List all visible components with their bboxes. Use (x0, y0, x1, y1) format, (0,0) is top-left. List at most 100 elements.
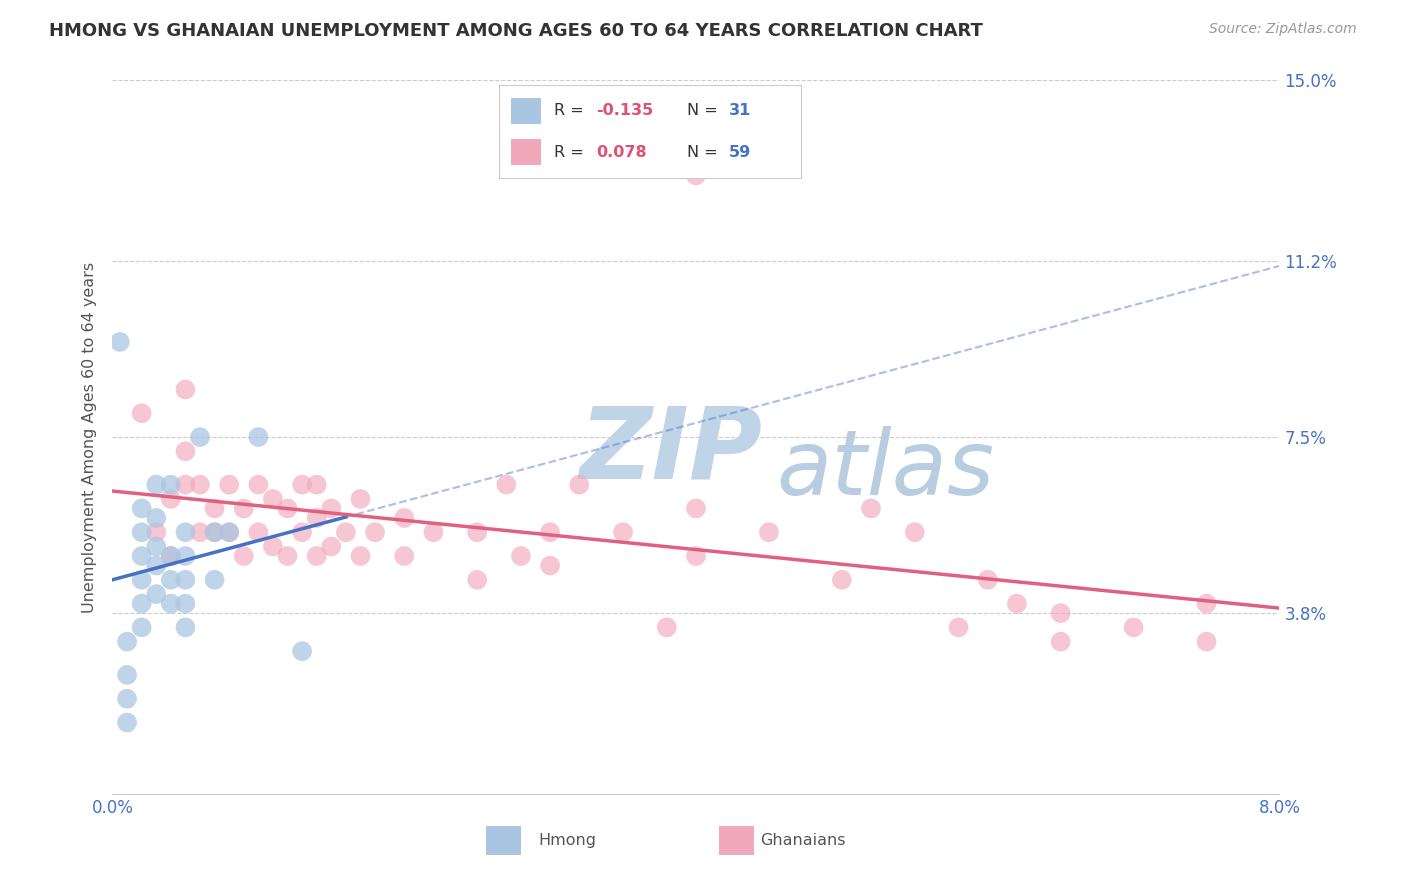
Point (174, 477, 197, 491)
Point (276, 501, 298, 516)
Point (262, 540, 284, 554)
Point (160, 549, 183, 563)
Point (305, 511, 328, 525)
Point (160, 573, 183, 587)
Text: 31: 31 (728, 103, 751, 119)
Point (465, 525, 488, 540)
Point (1122, 620, 1144, 634)
Point (131, 597, 153, 611)
Point (685, 549, 707, 563)
Point (188, 477, 211, 491)
Point (232, 501, 254, 516)
Point (174, 383, 197, 397)
Point (131, 501, 153, 516)
Point (247, 525, 270, 540)
Point (218, 525, 240, 540)
Point (145, 540, 167, 554)
Text: R =: R = (554, 103, 589, 119)
Point (204, 525, 226, 540)
Point (904, 525, 927, 540)
Point (174, 525, 197, 540)
Point (1195, 634, 1218, 648)
FancyBboxPatch shape (720, 826, 755, 855)
Point (291, 644, 314, 658)
Point (145, 511, 167, 525)
Point (538, 525, 561, 540)
Point (612, 525, 634, 540)
Point (160, 597, 183, 611)
Point (860, 501, 883, 516)
Point (465, 573, 488, 587)
Point (1049, 634, 1071, 648)
Point (948, 620, 970, 634)
Point (335, 525, 357, 540)
Point (131, 573, 153, 587)
Point (115, 715, 138, 730)
Point (568, 477, 591, 491)
Text: ZIP: ZIP (579, 403, 762, 500)
FancyBboxPatch shape (512, 139, 541, 165)
Point (538, 558, 561, 573)
Point (509, 549, 531, 563)
Text: 0.078: 0.078 (596, 145, 647, 160)
Point (276, 549, 298, 563)
Point (495, 477, 517, 491)
Point (262, 491, 284, 506)
Text: atlas: atlas (776, 426, 994, 515)
Point (685, 501, 707, 516)
Point (145, 525, 167, 540)
Point (218, 477, 240, 491)
FancyBboxPatch shape (512, 98, 541, 124)
Point (115, 634, 138, 648)
Point (174, 597, 197, 611)
Point (131, 406, 153, 420)
Point (831, 573, 853, 587)
Point (204, 525, 226, 540)
Point (394, 549, 416, 563)
Point (758, 525, 780, 540)
Point (115, 668, 138, 682)
Text: N =: N = (686, 145, 723, 160)
Text: R =: R = (554, 145, 589, 160)
Point (160, 549, 183, 563)
Point (247, 477, 270, 491)
Point (218, 525, 240, 540)
Point (145, 587, 167, 601)
Point (204, 501, 226, 516)
Point (655, 620, 678, 634)
Point (1005, 597, 1028, 611)
Text: Hmong: Hmong (538, 833, 596, 847)
Point (204, 573, 226, 587)
Point (1049, 606, 1071, 620)
Text: Source: ZipAtlas.com: Source: ZipAtlas.com (1209, 22, 1357, 37)
Point (247, 430, 270, 444)
Point (349, 549, 371, 563)
FancyBboxPatch shape (486, 826, 520, 855)
Point (188, 525, 211, 540)
Point (108, 334, 131, 349)
Text: N =: N = (686, 103, 723, 119)
Point (321, 501, 343, 516)
Point (145, 477, 167, 491)
Point (291, 525, 314, 540)
Point (232, 549, 254, 563)
Point (145, 558, 167, 573)
Point (422, 525, 444, 540)
Point (115, 691, 138, 706)
Point (174, 573, 197, 587)
Point (685, 169, 707, 183)
Point (364, 525, 387, 540)
Point (321, 540, 343, 554)
Point (1195, 597, 1218, 611)
Y-axis label: Unemployment Among Ages 60 to 64 years: Unemployment Among Ages 60 to 64 years (82, 261, 97, 613)
Point (174, 549, 197, 563)
Point (976, 573, 998, 587)
Point (174, 620, 197, 634)
Point (160, 477, 183, 491)
Point (174, 444, 197, 458)
Point (305, 549, 328, 563)
Point (349, 491, 371, 506)
Text: Ghanaians: Ghanaians (761, 833, 845, 847)
Text: 59: 59 (728, 145, 751, 160)
Point (131, 620, 153, 634)
